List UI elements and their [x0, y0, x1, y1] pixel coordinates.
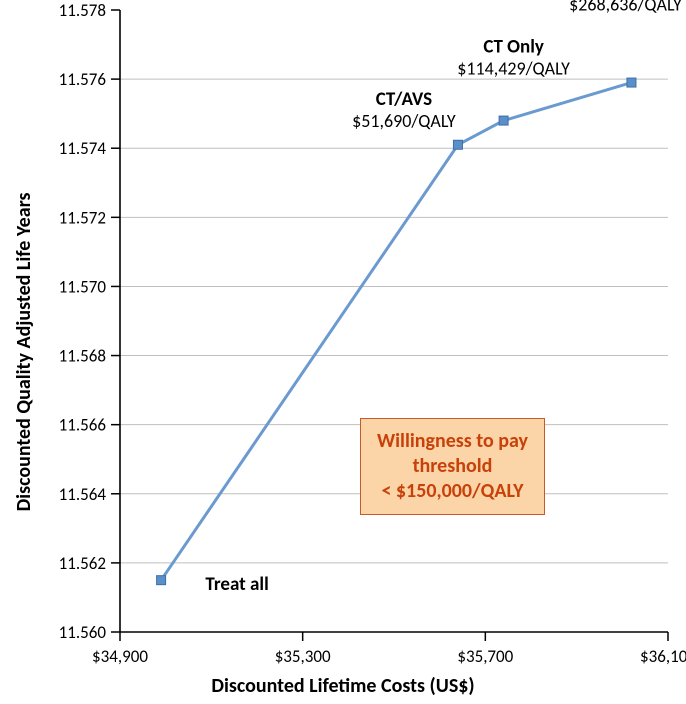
svg-text:$34,900: $34,900: [92, 646, 148, 667]
svg-text:$35,300: $35,300: [275, 646, 331, 667]
point-label-value: $114,429/QALY: [457, 58, 570, 80]
data-point: [627, 78, 636, 87]
x-axis-label: Discounted Lifetime Costs (US$): [0, 674, 686, 698]
wtp-threshold-box: Willingness to pay threshold < $150,000/…: [360, 418, 545, 515]
data-point: [453, 140, 462, 149]
wtp-line2: threshold: [413, 454, 493, 478]
data-point: [499, 116, 508, 125]
wtp-line1: Willingness to pay: [377, 429, 528, 453]
data-point: [157, 576, 166, 585]
svg-text:$36,100: $36,100: [640, 646, 686, 667]
point-label-name: CT/AVS: [376, 88, 432, 111]
svg-text:11.564: 11.564: [59, 484, 107, 505]
svg-text:11.562: 11.562: [59, 553, 106, 574]
svg-text:11.566: 11.566: [59, 415, 107, 436]
svg-text:11.578: 11.578: [59, 0, 106, 21]
plot-svg: $34,900 $35,300 $35,700 $36,100 11.560 11.562…: [0, 0, 686, 704]
svg-text:11.568: 11.568: [59, 346, 106, 367]
svg-text:$35,700: $35,700: [457, 646, 513, 667]
wtp-line3: < $150,000/QALY: [381, 479, 523, 503]
svg-text:11.574: 11.574: [59, 138, 107, 159]
svg-text:11.560: 11.560: [59, 622, 107, 643]
point-label-name: CT Only: [483, 36, 544, 59]
point-label-value: $51,690/QALY: [352, 110, 456, 132]
svg-text:11.570: 11.570: [59, 276, 107, 297]
y-axis-label: Discounted Quality Adjusted Life Years: [12, 193, 36, 512]
svg-text:11.572: 11.572: [59, 207, 106, 228]
point-label-name: Treat all: [205, 573, 268, 596]
cost-effectiveness-chart: Discounted Quality Adjusted Life Years D…: [0, 0, 686, 704]
svg-text:11.576: 11.576: [59, 69, 107, 90]
point-label-value: $268,636/QALY: [569, 0, 682, 16]
